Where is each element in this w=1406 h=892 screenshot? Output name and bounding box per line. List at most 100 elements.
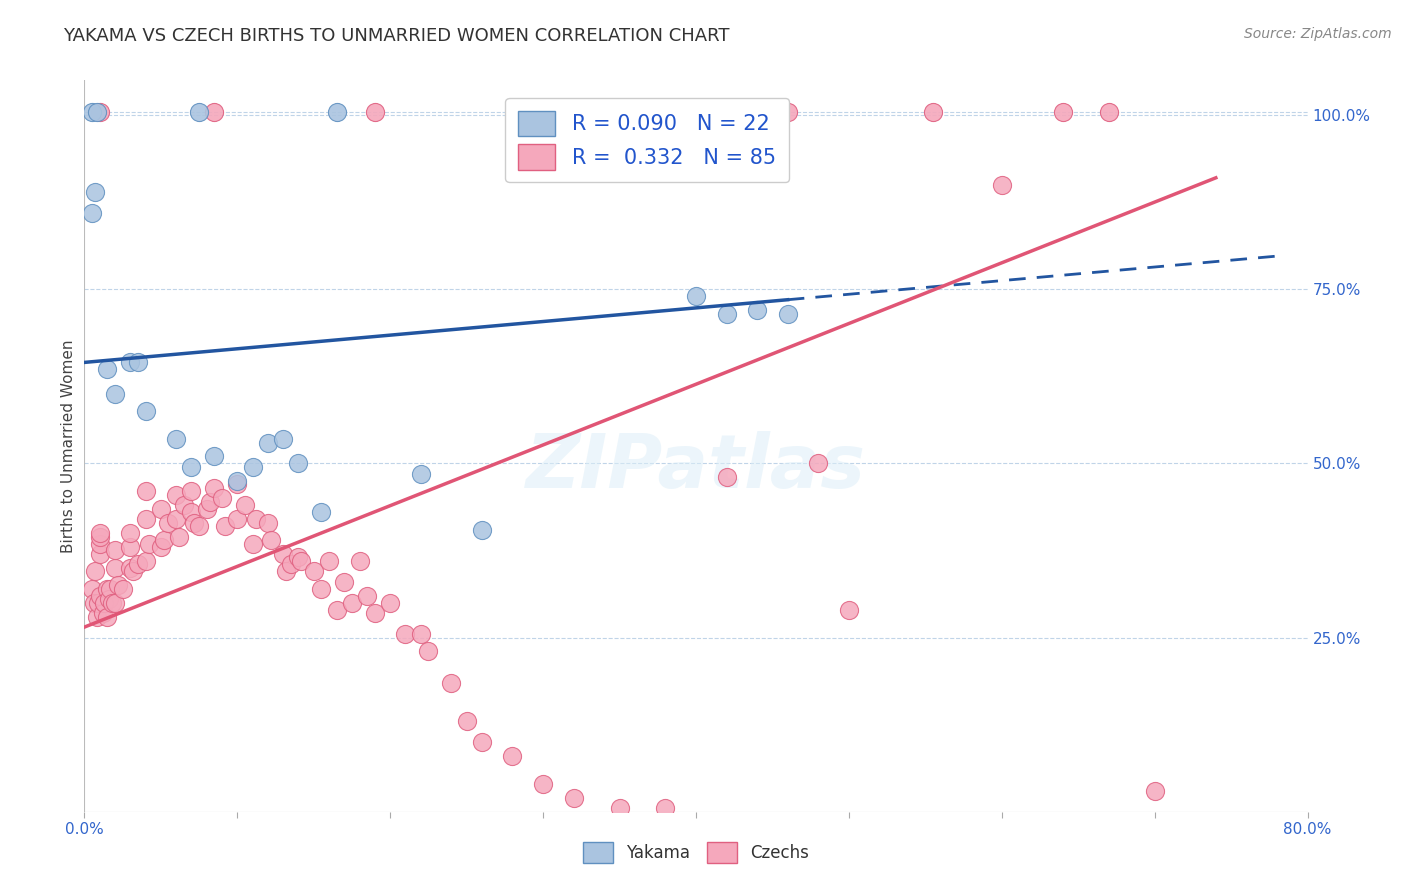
Point <box>257 516 280 530</box>
Point <box>456 714 478 728</box>
Point <box>89 589 111 603</box>
Point <box>111 582 134 596</box>
Point <box>287 550 309 565</box>
Point <box>165 488 187 502</box>
Point <box>80 582 103 596</box>
Point <box>364 606 387 620</box>
Point <box>80 104 103 119</box>
Point <box>716 307 738 321</box>
Point <box>188 519 211 533</box>
Point <box>242 459 264 474</box>
Point <box>922 104 945 119</box>
Point <box>260 533 283 547</box>
Point <box>654 801 676 815</box>
Text: YAKAMA VS CZECH BIRTHS TO UNMARRIED WOMEN CORRELATION CHART: YAKAMA VS CZECH BIRTHS TO UNMARRIED WOME… <box>63 27 730 45</box>
Point <box>302 565 325 579</box>
Point <box>96 362 118 376</box>
Point <box>165 432 187 446</box>
Point <box>87 596 110 610</box>
Point <box>1143 784 1166 798</box>
Point <box>138 536 160 550</box>
Point <box>89 536 111 550</box>
Point <box>380 596 402 610</box>
Point <box>471 735 494 749</box>
Point <box>135 554 157 568</box>
Point <box>165 512 187 526</box>
Point <box>198 494 221 508</box>
Point <box>214 519 236 533</box>
Point <box>84 565 107 579</box>
Point <box>167 530 190 544</box>
Point <box>631 104 654 119</box>
Point <box>1052 104 1074 119</box>
Point <box>104 386 127 401</box>
Point <box>318 554 340 568</box>
Point <box>609 801 631 815</box>
Point <box>97 592 120 607</box>
Point <box>107 578 129 592</box>
Point <box>101 596 124 610</box>
Point <box>211 491 233 506</box>
Text: ZIPatlas: ZIPatlas <box>526 432 866 505</box>
Point <box>1098 104 1121 119</box>
Point <box>104 596 127 610</box>
Point <box>287 457 309 471</box>
Point <box>226 512 249 526</box>
Point <box>276 565 298 579</box>
Point <box>96 609 118 624</box>
Point <box>195 501 218 516</box>
Point <box>311 582 333 596</box>
Point <box>91 606 114 620</box>
Point <box>257 435 280 450</box>
Point <box>89 547 111 561</box>
Point <box>349 554 371 568</box>
Point <box>135 404 157 418</box>
Point <box>271 432 294 446</box>
Point <box>89 104 111 119</box>
Point <box>120 526 142 541</box>
Point <box>93 596 115 610</box>
Point <box>157 516 180 530</box>
Point <box>471 523 494 537</box>
Point <box>807 457 830 471</box>
Point <box>271 547 294 561</box>
Point <box>80 205 103 219</box>
Point <box>245 512 267 526</box>
Point <box>242 536 264 550</box>
Point <box>394 627 416 641</box>
Point <box>98 582 121 596</box>
Point <box>188 104 211 119</box>
Point <box>135 484 157 499</box>
Point <box>120 540 142 554</box>
Point <box>502 749 524 764</box>
Point <box>776 307 799 321</box>
Point <box>202 104 225 119</box>
Point <box>180 484 202 499</box>
Point <box>173 498 195 512</box>
Point <box>120 355 142 369</box>
Y-axis label: Births to Unmarried Women: Births to Unmarried Women <box>60 339 76 553</box>
Point <box>531 777 554 791</box>
Point <box>325 603 347 617</box>
Point <box>84 185 107 199</box>
Point <box>716 470 738 484</box>
Point <box>509 104 531 119</box>
Legend: Yakama, Czechs: Yakama, Czechs <box>576 836 815 869</box>
Point <box>280 558 302 572</box>
Point <box>409 627 432 641</box>
Point <box>290 554 312 568</box>
Point <box>122 565 145 579</box>
Point <box>233 498 256 512</box>
Point <box>89 530 111 544</box>
Point <box>180 459 202 474</box>
Point <box>776 104 799 119</box>
Point <box>135 512 157 526</box>
Point <box>418 644 440 658</box>
Point <box>340 596 363 610</box>
Point <box>685 289 707 303</box>
Point <box>120 561 142 575</box>
Point <box>838 603 860 617</box>
Point <box>153 533 176 547</box>
Point <box>127 558 149 572</box>
Point <box>86 609 108 624</box>
